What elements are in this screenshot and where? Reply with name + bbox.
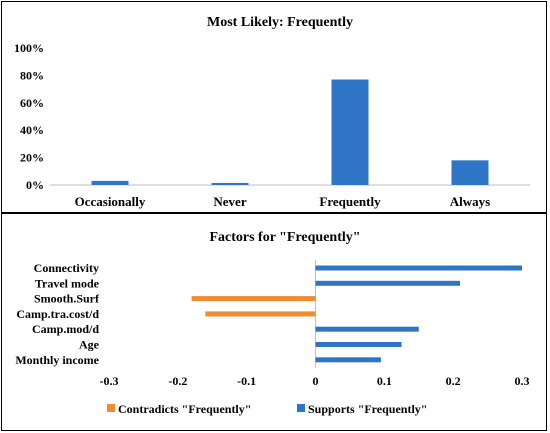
bar-never — [211, 182, 249, 185]
x-tick-label: 0.1 — [377, 374, 392, 388]
legend-label: Supports "Frequently" — [308, 402, 427, 416]
bar-always — [451, 160, 489, 185]
y-tick-label: Age — [79, 338, 100, 352]
bar-connectivity — [315, 265, 522, 271]
x-tick-label: -0.2 — [168, 374, 187, 388]
bottom-chart-title: Factors for "Frequently" — [209, 230, 360, 245]
bar-camp-tra-cost-d — [205, 311, 316, 317]
x-tick-label: Frequently — [319, 194, 381, 209]
factors-panel — [1, 213, 547, 431]
bar-travel-mode — [315, 280, 461, 286]
legend-label: Contradicts "Frequently" — [118, 402, 251, 416]
bar-monthly-income — [315, 357, 381, 363]
legend-swatch — [297, 404, 305, 412]
x-tick-label: Always — [450, 194, 490, 209]
legend-swatch — [107, 404, 115, 412]
x-tick-label: -0.3 — [100, 374, 119, 388]
bar-occasionally — [91, 180, 129, 185]
y-tick-label: Travel mode — [35, 276, 100, 290]
y-tick-label: 0% — [26, 178, 44, 192]
y-tick-label: Connectivity — [34, 261, 99, 275]
y-tick-label: 100% — [14, 41, 44, 55]
x-tick-label: 0.3 — [515, 374, 530, 388]
bar-frequently — [331, 79, 369, 185]
y-tick-label: Camp.mod/d — [32, 322, 99, 336]
bar-smooth-surf — [191, 296, 316, 302]
x-tick-label: Occasionally — [75, 194, 146, 209]
x-tick-label: -0.1 — [237, 374, 256, 388]
y-tick-label: 80% — [20, 68, 44, 82]
y-tick-label: Camp.tra.cost/d — [16, 307, 99, 321]
top-bar-chart: 0% 20% 40% 60% 80% 100% Occasionally Never Frequ… — [14, 41, 530, 209]
x-tick-label: Never — [213, 194, 246, 209]
top-chart-title: Most Likely: Frequently — [207, 15, 353, 30]
bar-age — [315, 342, 402, 347]
y-tick-label: Smooth.Surf — [34, 292, 100, 306]
x-tick-label: 0.2 — [446, 374, 461, 388]
y-tick-label: 40% — [20, 123, 44, 137]
x-tick-label: 0 — [313, 374, 319, 388]
y-tick-label: Monthly income — [15, 353, 99, 367]
bar-camp-mod-d — [315, 326, 419, 332]
legend: Contradicts "Frequently" Supports "Freque… — [107, 402, 427, 416]
y-tick-label: 60% — [20, 96, 44, 110]
y-tick-label: 20% — [20, 151, 44, 165]
